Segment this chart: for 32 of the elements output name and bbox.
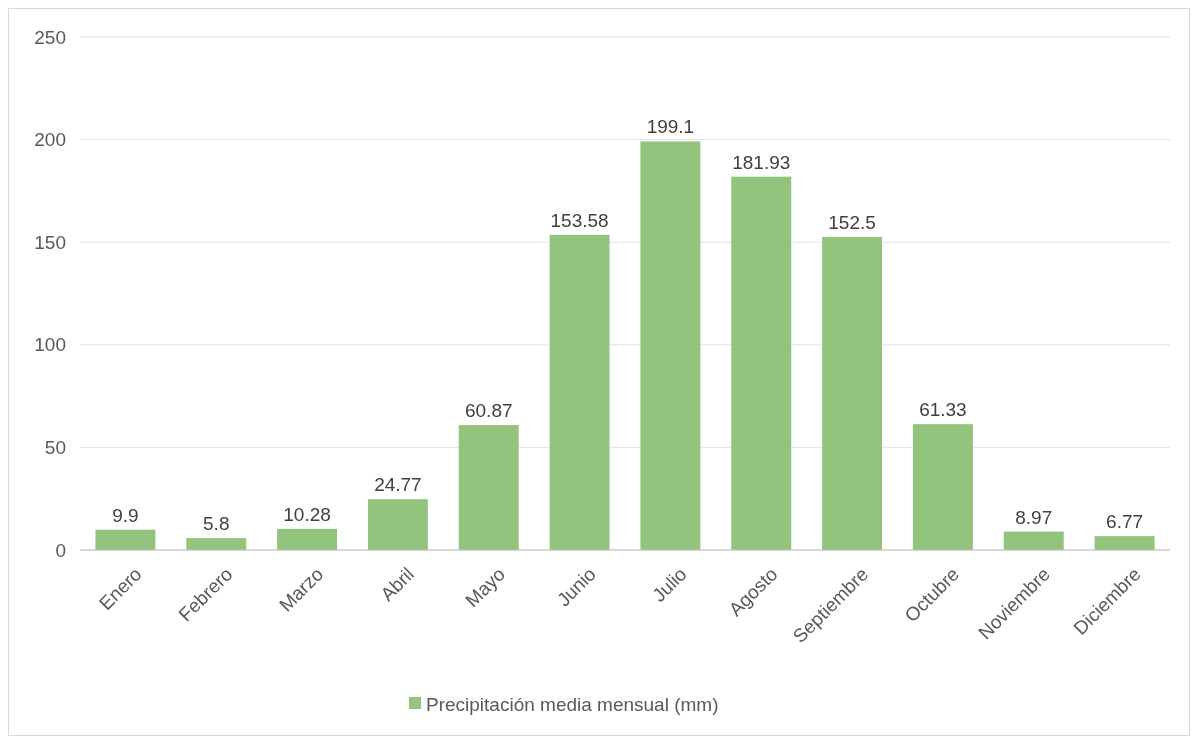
data-label: 6.77 [1106, 511, 1144, 533]
data-label: 61.33 [919, 399, 967, 421]
y-tick-label: 100 [34, 334, 66, 356]
bar [912, 424, 973, 550]
bar [186, 538, 247, 550]
bar [1094, 536, 1155, 550]
data-label: 5.8 [203, 513, 230, 535]
bar [277, 528, 338, 550]
bar [458, 425, 519, 550]
data-label: 199.1 [646, 116, 695, 138]
y-tick-label: 0 [55, 539, 66, 561]
bar [640, 141, 701, 550]
y-tick-label: 200 [34, 129, 66, 151]
data-label: 9.9 [112, 504, 139, 526]
bar [731, 176, 792, 550]
y-tick-label: 50 [44, 437, 66, 459]
bar [1003, 531, 1064, 550]
data-label: 60.87 [464, 400, 513, 422]
bar [549, 234, 610, 550]
data-label: 153.58 [550, 209, 609, 231]
x-tick-label: Julio [648, 563, 691, 606]
data-label: 8.97 [1015, 506, 1053, 528]
data-label: 181.93 [732, 151, 791, 173]
y-tick-label: 150 [34, 231, 66, 253]
bar [95, 529, 156, 550]
y-tick-label: 250 [34, 26, 66, 48]
bar [822, 237, 883, 550]
data-label: 152.5 [828, 212, 876, 234]
data-label: 24.77 [374, 474, 422, 496]
bar [367, 499, 428, 550]
legend-label: Precipitación media mensual (mm) [426, 693, 719, 715]
data-label: 10.28 [283, 503, 331, 525]
